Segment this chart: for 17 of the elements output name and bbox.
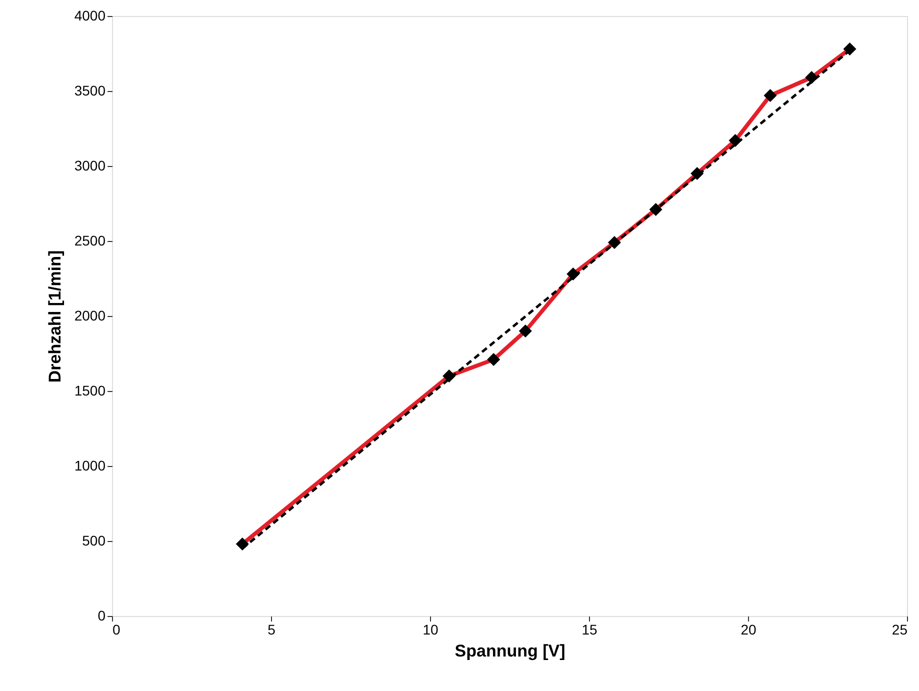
y-tick-label: 2000 [74,308,106,324]
y-tick-label: 500 [82,532,106,548]
x-axis-title: Spannung [V] [454,642,566,660]
y-tick-label: 2500 [74,232,106,248]
y-tick-label: 1500 [74,382,106,398]
x-tick-label: 5 [268,622,276,638]
x-tick-label: 15 [582,622,598,638]
x-tick-label: 10 [422,622,438,638]
y-tick-label: 3000 [74,158,106,174]
x-tick-label: 25 [892,622,908,638]
y-tick-label: 3500 [74,82,106,98]
y-tick-label: 1000 [74,458,106,474]
y-tick-label: 4000 [74,8,106,24]
x-tick-label: 0 [112,622,120,638]
y-axis-title: Drehzahl [1/min] [45,250,64,383]
y-tick-label: 0 [98,608,106,624]
x-tick-label: 20 [740,622,756,638]
